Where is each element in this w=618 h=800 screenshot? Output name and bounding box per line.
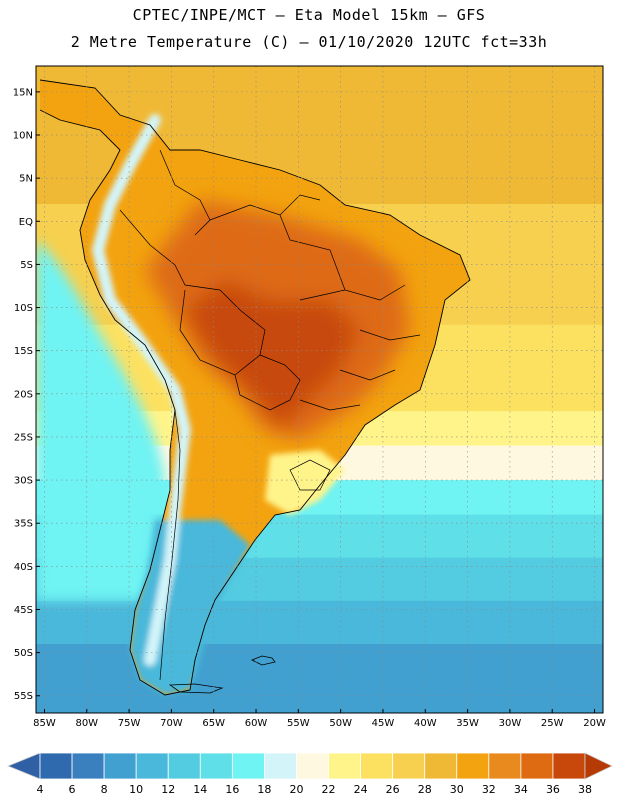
colorbar-swatch [296,752,329,780]
lon-tick-label: 55W [287,718,310,729]
colorbar-label: 28 [418,783,432,796]
colorbar-label: 36 [546,783,560,796]
colorbar-swatch [424,752,458,780]
falkland-islands [251,655,276,666]
pacific-cool-band [36,240,165,600]
lon-tick-label: 25W [541,718,564,729]
lat-tick-label: 10N [13,131,33,142]
lat-tick-label: 45S [14,605,33,616]
lon-tick-label: 80W [75,718,98,729]
colorbar-label: 30 [450,783,464,796]
lat-tick-label: 15N [13,87,33,98]
map-title-line-1: CPTEC/INPE/MCT – Eta Model 15km – GFS [132,6,486,24]
colorbar-swatch [520,752,554,780]
colorbar-label: 24 [354,783,368,796]
colorbar-label: 38 [578,783,592,796]
lat-tick-label: 30S [14,476,33,487]
coastline [39,79,471,696]
lon-tick-label: 70W [160,718,183,729]
patagonia-cool-region [130,520,250,695]
lon-tick-label: 50W [329,718,352,729]
latitude-ticks: 15N 10N 5N EQ 5S 10S 15S 20S 25S 30S 35S 40S 45S 50S 5… [13,87,40,702]
southern-cone-mild-region [265,450,345,515]
lon-tick-label: 60W [245,718,268,729]
colorbar-label: 6 [69,783,76,796]
ocean-band-9 [36,643,603,713]
country-borders [119,149,421,681]
colorbar-swatch [488,752,522,780]
lon-tick-label: 45W [372,718,395,729]
lat-tick-label: 15S [14,346,33,357]
colorbar-swatch [456,752,490,780]
lat-tick-label: 25S [14,432,33,443]
colorbar-label: 4 [37,783,44,796]
lon-tick-label: 40W [414,718,437,729]
lat-tick-label: 5S [20,260,33,271]
colorbar-label: 26 [386,783,400,796]
lat-tick-label: 10S [14,303,33,314]
colorbar-swatch [71,752,105,780]
colorbar-swatch [103,752,137,780]
lat-tick-label: 40S [14,562,33,573]
colorbar-swatch [328,752,361,780]
colorbar-arrow-low [6,752,41,780]
lon-tick-label: 75W [118,718,141,729]
tierra-del-fuego [168,683,224,694]
colorbar-label: 22 [322,783,336,796]
colorbar-label: 14 [193,783,207,796]
border-colombia-venezuela [159,149,211,236]
lat-tick-label: 20S [14,389,33,400]
andes-cold-strip [91,114,192,666]
border-brazil-paraguay [234,354,301,411]
colorbar-swatch [135,752,169,780]
temperature-map: 15N 10N 5N EQ 5S 10S 15S 20S 25S 30S 35S 40S 45S 50S 5… [13,65,606,729]
colorbar: 4 6 8 10 12 14 16 18 20 22 24 26 28 30 32 34 36 38 [6,752,613,796]
colorbar-swatch [231,752,265,780]
colorbar-swatch [167,752,201,780]
map-field-area [36,66,603,713]
lon-tick-label: 65W [202,718,225,729]
colorbar-label: 8 [101,783,108,796]
colorbar-label: 34 [514,783,528,796]
lat-tick-label: 50S [14,648,33,659]
lon-tick-label: 35W [456,718,479,729]
colorbar-label: 12 [161,783,175,796]
border-peru-brazil [119,209,241,311]
colorbar-swatch [552,752,586,780]
colorbar-label: 32 [482,783,496,796]
lat-tick-label: 35S [14,519,33,530]
map-title-line-2: 2 Metre Temperature (C) – 01/10/2020 12U… [70,33,548,51]
colorbar-label: 16 [225,783,239,796]
colorbar-label: 10 [129,783,143,796]
hot-core-region [185,280,360,430]
border-brazil-states [279,214,421,411]
colorbar-swatch [392,752,426,780]
colorbar-arrow-high [584,752,613,780]
colorbar-label: 20 [289,783,303,796]
lat-tick-label: EQ [19,217,33,228]
longitude-ticks: 85W 80W 75W 70W 65W 60W 55W 50W 45W 40W 35W 30W 25W 2… [33,709,606,729]
lon-tick-label: 85W [33,718,56,729]
colorbar-swatch [39,752,73,780]
colorbar-swatches [6,752,613,780]
colorbar-label: 18 [257,783,271,796]
colorbar-swatch [360,752,394,780]
lon-tick-label: 20W [583,718,606,729]
colorbar-swatch [264,752,297,780]
ocean-band-8 [36,600,603,645]
lat-tick-label: 55S [14,691,33,702]
colorbar-labels: 4 6 8 10 12 14 16 18 20 22 24 26 28 30 32 34 36 38 [37,783,593,796]
colorbar-swatch [199,752,233,780]
lon-tick-label: 30W [499,718,522,729]
map-frame [35,65,604,714]
border-argentina-chile [159,409,181,681]
lat-tick-label: 5N [19,174,33,185]
